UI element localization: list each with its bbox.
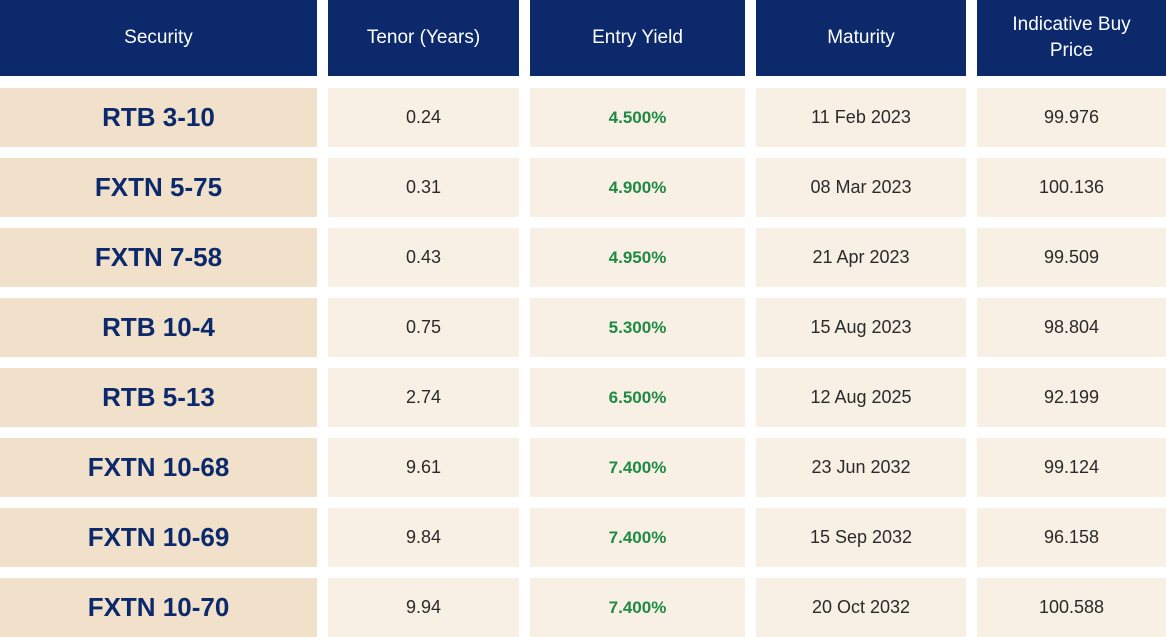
tenor-cell: 0.31 — [328, 158, 519, 217]
maturity-cell: 11 Feb 2023 — [756, 88, 966, 147]
price-cell: 99.124 — [977, 438, 1166, 497]
entry-yield-cell: 7.400% — [530, 508, 745, 567]
entry-yield-cell: 4.950% — [530, 228, 745, 287]
header-tenor: Tenor (Years) — [328, 0, 519, 76]
tenor-cell: 9.94 — [328, 578, 519, 637]
tenor-cell: 0.24 — [328, 88, 519, 147]
header-entry-yield: Entry Yield — [530, 0, 745, 76]
maturity-cell: 12 Aug 2025 — [756, 368, 966, 427]
tenor-cell: 9.84 — [328, 508, 519, 567]
header-security: Security — [0, 0, 317, 76]
entry-yield-cell: 7.400% — [530, 578, 745, 637]
maturity-cell: 15 Sep 2032 — [756, 508, 966, 567]
header-indicative-buy-price: Indicative Buy Price — [977, 0, 1166, 76]
security-cell: RTB 5-13 — [0, 368, 317, 427]
security-cell: FXTN 7-58 — [0, 228, 317, 287]
maturity-cell: 21 Apr 2023 — [756, 228, 966, 287]
price-cell: 98.804 — [977, 298, 1166, 357]
maturity-cell: 20 Oct 2032 — [756, 578, 966, 637]
security-cell: RTB 3-10 — [0, 88, 317, 147]
entry-yield-cell: 4.500% — [530, 88, 745, 147]
security-cell: RTB 10-4 — [0, 298, 317, 357]
security-cell: FXTN 10-68 — [0, 438, 317, 497]
entry-yield-cell: 5.300% — [530, 298, 745, 357]
price-cell: 99.976 — [977, 88, 1166, 147]
entry-yield-cell: 6.500% — [530, 368, 745, 427]
tenor-cell: 9.61 — [328, 438, 519, 497]
price-cell: 100.136 — [977, 158, 1166, 217]
price-cell: 92.199 — [977, 368, 1166, 427]
price-cell: 96.158 — [977, 508, 1166, 567]
tenor-cell: 0.43 — [328, 228, 519, 287]
tenor-cell: 0.75 — [328, 298, 519, 357]
price-cell: 100.588 — [977, 578, 1166, 637]
entry-yield-cell: 7.400% — [530, 438, 745, 497]
security-cell: FXTN 10-69 — [0, 508, 317, 567]
entry-yield-cell: 4.900% — [530, 158, 745, 217]
maturity-cell: 08 Mar 2023 — [756, 158, 966, 217]
security-cell: FXTN 5-75 — [0, 158, 317, 217]
header-maturity: Maturity — [756, 0, 966, 76]
price-cell: 99.509 — [977, 228, 1166, 287]
security-cell: FXTN 10-70 — [0, 578, 317, 637]
tenor-cell: 2.74 — [328, 368, 519, 427]
maturity-cell: 23 Jun 2032 — [756, 438, 966, 497]
maturity-cell: 15 Aug 2023 — [756, 298, 966, 357]
